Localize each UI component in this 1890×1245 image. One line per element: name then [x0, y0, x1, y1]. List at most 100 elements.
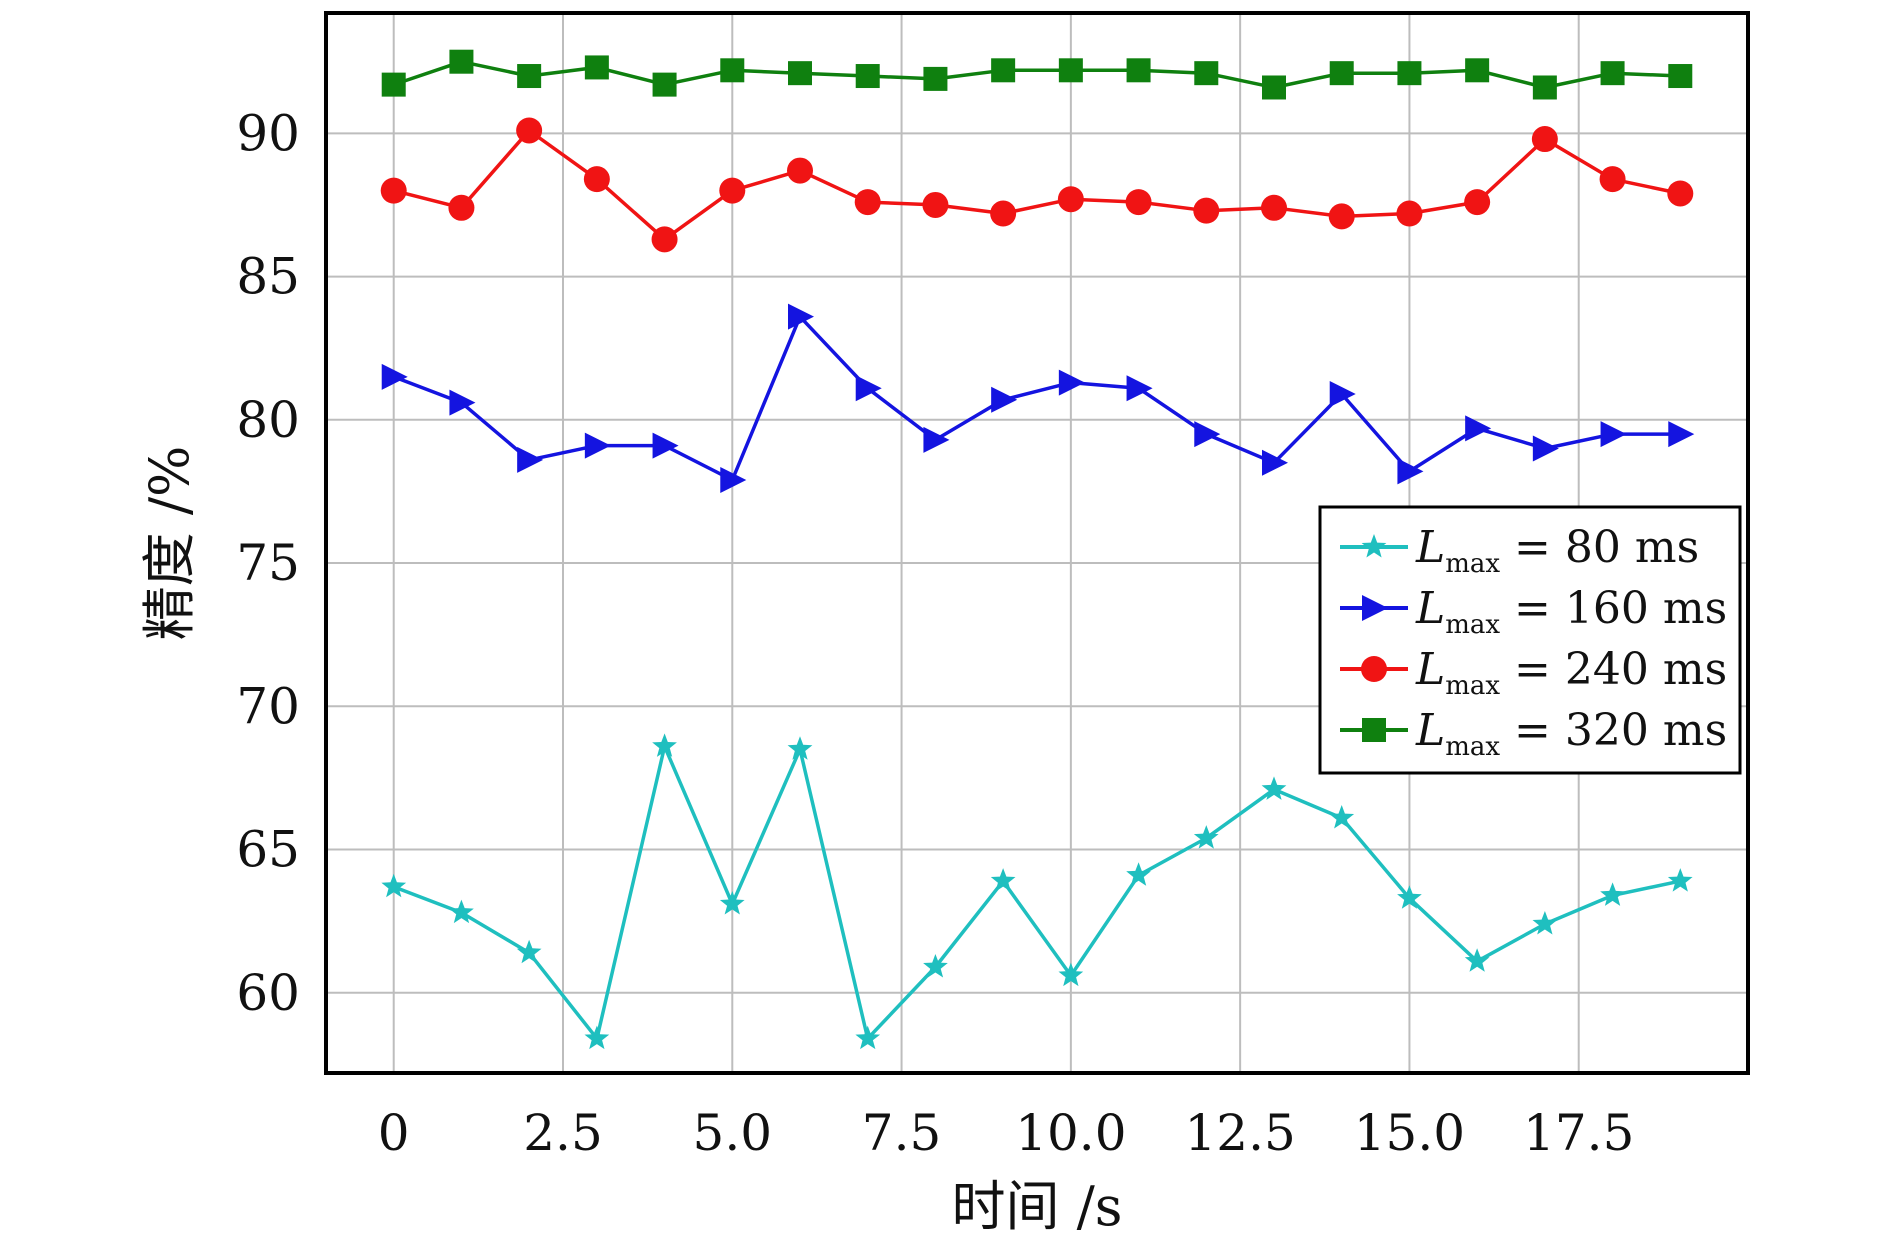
data-point — [788, 61, 812, 86]
data-point — [1058, 58, 1083, 83]
y-tick-label: 60 — [236, 964, 300, 1022]
data-point — [787, 736, 813, 760]
data-point — [1193, 825, 1219, 849]
data-point — [652, 72, 677, 97]
data-point — [923, 954, 948, 978]
data-point — [1329, 805, 1355, 829]
data-point — [991, 58, 1016, 83]
x-tick-label: 0 — [378, 1104, 410, 1162]
data-point — [991, 386, 1018, 413]
data-point — [1600, 421, 1627, 448]
grid-lines — [326, 13, 1748, 1073]
data-point — [516, 117, 543, 144]
series-group — [380, 49, 1695, 1050]
data-point — [719, 177, 746, 204]
legend-label: Lmax = 160 ms — [1415, 583, 1727, 640]
data-point — [1261, 194, 1287, 221]
y-axis-title: 精度 /% — [138, 446, 201, 641]
data-point — [1126, 375, 1153, 402]
x-tick-label: 7.5 — [862, 1104, 942, 1162]
data-point — [1464, 948, 1490, 972]
data-point — [855, 1025, 881, 1050]
data-point — [990, 868, 1016, 892]
data-point — [1058, 369, 1085, 396]
data-point — [449, 49, 474, 74]
data-point — [855, 64, 880, 89]
legend-item: Lmax = 160 ms — [1340, 583, 1727, 640]
data-point — [1125, 189, 1152, 216]
data-point — [1668, 421, 1695, 448]
data-point — [855, 375, 882, 402]
data-point — [1667, 180, 1694, 207]
legend-item: Lmax = 80 ms — [1340, 522, 1699, 579]
data-point — [854, 189, 881, 216]
y-tick-label: 70 — [236, 677, 300, 735]
series-line — [393, 744, 1681, 1041]
data-point — [1194, 61, 1219, 86]
data-point — [652, 432, 679, 459]
legend-item: Lmax = 320 ms — [1340, 705, 1727, 762]
data-point — [448, 194, 475, 221]
data-point — [1465, 415, 1492, 442]
y-tick-label: 75 — [236, 534, 300, 592]
data-point — [990, 200, 1017, 227]
data-point — [1532, 435, 1559, 462]
data-point — [1126, 58, 1151, 83]
legend-marker — [1362, 718, 1386, 742]
data-point — [1465, 58, 1490, 83]
plot-frame — [324, 11, 1750, 1075]
x-tick-label: 12.5 — [1184, 1104, 1295, 1162]
data-point — [584, 55, 609, 80]
data-point — [1396, 200, 1423, 227]
series-3 — [381, 49, 1693, 100]
data-point — [1058, 962, 1084, 987]
legend-marker — [1361, 534, 1387, 558]
data-point — [381, 873, 407, 898]
data-point — [923, 426, 950, 453]
data-point — [1397, 458, 1424, 485]
x-axis-title: 时间 /s — [951, 1175, 1122, 1238]
data-point — [1126, 862, 1151, 886]
x-tick-label: 5.0 — [693, 1104, 773, 1162]
data-point — [787, 157, 813, 184]
data-point — [1600, 61, 1625, 86]
y-axis-ticks: 60 65 70 75 80 85 90 — [236, 104, 300, 1021]
x-tick-label: 17.5 — [1523, 1104, 1634, 1162]
data-point — [1194, 421, 1221, 448]
data-point — [922, 191, 949, 218]
data-point — [1261, 776, 1287, 800]
data-point — [584, 432, 611, 459]
data-point — [1329, 61, 1354, 86]
data-point — [1531, 126, 1558, 153]
legend-label: Lmax = 320 ms — [1415, 705, 1727, 762]
data-point — [720, 58, 745, 83]
data-point — [449, 389, 476, 416]
data-point — [923, 66, 948, 91]
data-point — [1193, 197, 1220, 224]
data-point — [788, 303, 814, 330]
x-axis-ticks: 0 2.5 5.0 7.5 10.0 12.5 15.0 17.5 — [378, 1104, 1635, 1162]
legend-label: Lmax = 240 ms — [1415, 644, 1727, 701]
y-tick-label: 65 — [236, 821, 300, 879]
data-point — [1532, 75, 1557, 100]
data-point — [1464, 189, 1491, 216]
legend-marker — [1361, 656, 1387, 682]
data-point — [1599, 166, 1626, 193]
series-0 — [381, 733, 1693, 1050]
data-point — [652, 733, 677, 757]
data-point — [1668, 64, 1693, 89]
data-point — [1262, 449, 1288, 476]
series-2 — [380, 117, 1694, 253]
data-point — [584, 1025, 610, 1050]
data-point — [381, 72, 406, 97]
data-point — [1328, 203, 1355, 230]
data-point — [651, 226, 678, 253]
x-tick-label: 15.0 — [1354, 1104, 1465, 1162]
data-point — [1397, 885, 1422, 909]
data-point — [1532, 911, 1558, 935]
data-point — [381, 363, 408, 390]
x-tick-label: 10.0 — [1015, 1104, 1126, 1162]
data-point — [720, 466, 747, 493]
data-point — [583, 166, 610, 193]
data-point — [449, 899, 474, 924]
